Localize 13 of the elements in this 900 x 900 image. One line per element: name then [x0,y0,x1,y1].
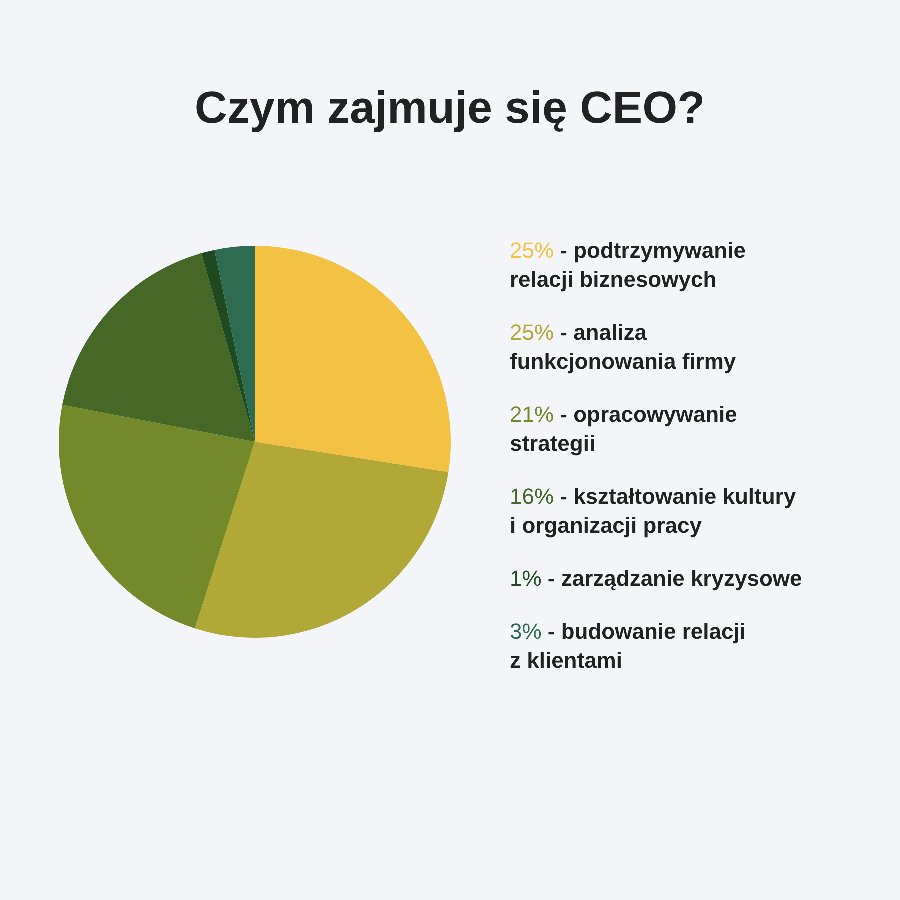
category-label: 1% - zarządzanie kryzysowe [510,566,802,591]
pie-slice [255,246,451,472]
pie-slice [202,250,255,442]
pie-slice [214,246,255,442]
category-label: 21% - opracowywanie strategii [510,402,738,456]
chart-title: Czym zajmuje się CEO? [194,82,706,133]
category-label: 16% - kształtowanie kultury i organizacji pracy [510,484,796,538]
pie-slice [195,442,449,638]
category-label: 3% - budowanie relacji z klientami [510,619,746,673]
pie-slice [59,405,255,629]
category-label: 25% - analiza funkcjonowania firmy [510,320,736,374]
pie-slice [62,253,255,442]
category-label: 25% - podtrzymywanie relacji biznesowych [510,238,746,292]
